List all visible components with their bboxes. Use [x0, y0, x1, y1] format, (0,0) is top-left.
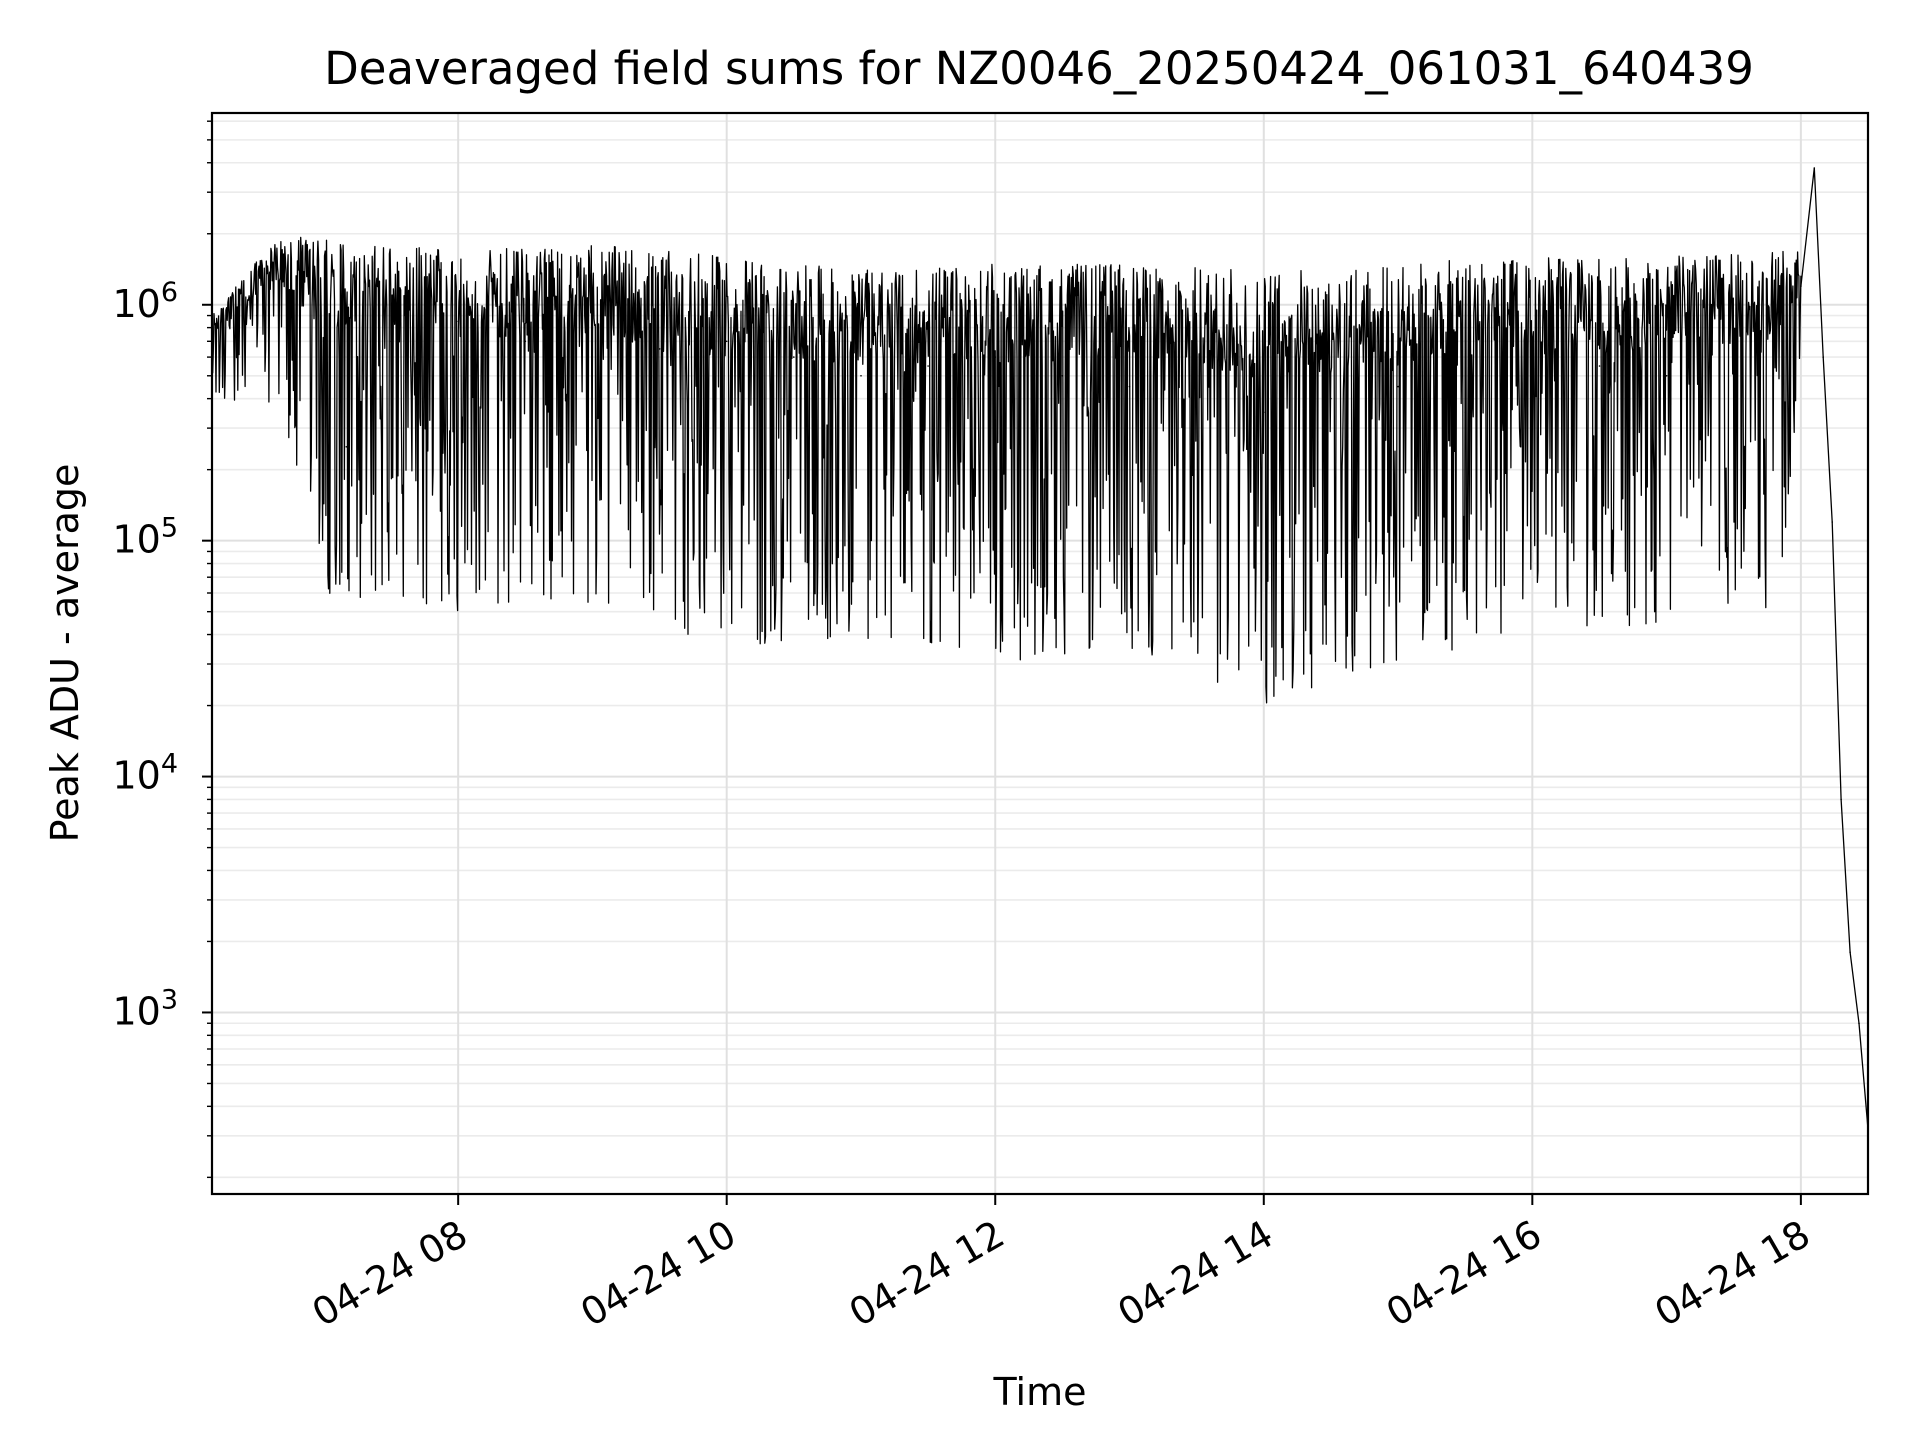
- data-point: [1840, 798, 1842, 801]
- data-point: [927, 365, 929, 367]
- y-tick-exponent: 3: [161, 984, 178, 1015]
- data-point: [1464, 411, 1466, 414]
- data-point: [524, 340, 527, 343]
- data-point: [1800, 285, 1802, 287]
- data-point: [1263, 411, 1265, 414]
- data-point: [1598, 365, 1601, 367]
- data-point: [1665, 375, 1668, 377]
- data-point: [793, 356, 795, 358]
- data-point: [345, 446, 348, 448]
- data-point: [1813, 167, 1816, 169]
- data-layer: [211, 167, 1869, 1130]
- data-point: [1330, 397, 1332, 400]
- data-point: [1858, 1022, 1860, 1025]
- data-point: [860, 375, 862, 377]
- data-point: [300, 269, 303, 272]
- data-point: [658, 348, 661, 350]
- data-point: [1061, 375, 1064, 377]
- data-point: [1531, 375, 1534, 377]
- y-tick-exponent: 4: [161, 749, 178, 780]
- data-point: [1822, 356, 1824, 358]
- data-point: [591, 314, 594, 317]
- y-axis-label: Peak ADU - average: [43, 464, 87, 843]
- y-tick-exponent: 5: [161, 513, 178, 544]
- data-series-line: [211, 167, 1869, 1130]
- data-point: [994, 356, 996, 358]
- chart-title: Deaveraged field sums for NZ0046_2025042…: [324, 42, 1754, 95]
- data-point: [457, 320, 460, 323]
- data-point: [1397, 385, 1399, 388]
- data-point: [390, 340, 392, 343]
- plot-frame: [210, 111, 1870, 1196]
- data-point: [1849, 951, 1851, 953]
- data-point: [1831, 521, 1833, 523]
- data-point: [725, 340, 728, 343]
- grid-layer: [212, 113, 1868, 1194]
- x-axis-label: Time: [993, 1370, 1087, 1414]
- data-point: [1732, 365, 1735, 367]
- data-point: [1195, 397, 1198, 400]
- data-point: [255, 314, 258, 317]
- data-point: [1128, 385, 1131, 388]
- y-tick-exponent: 6: [161, 277, 178, 308]
